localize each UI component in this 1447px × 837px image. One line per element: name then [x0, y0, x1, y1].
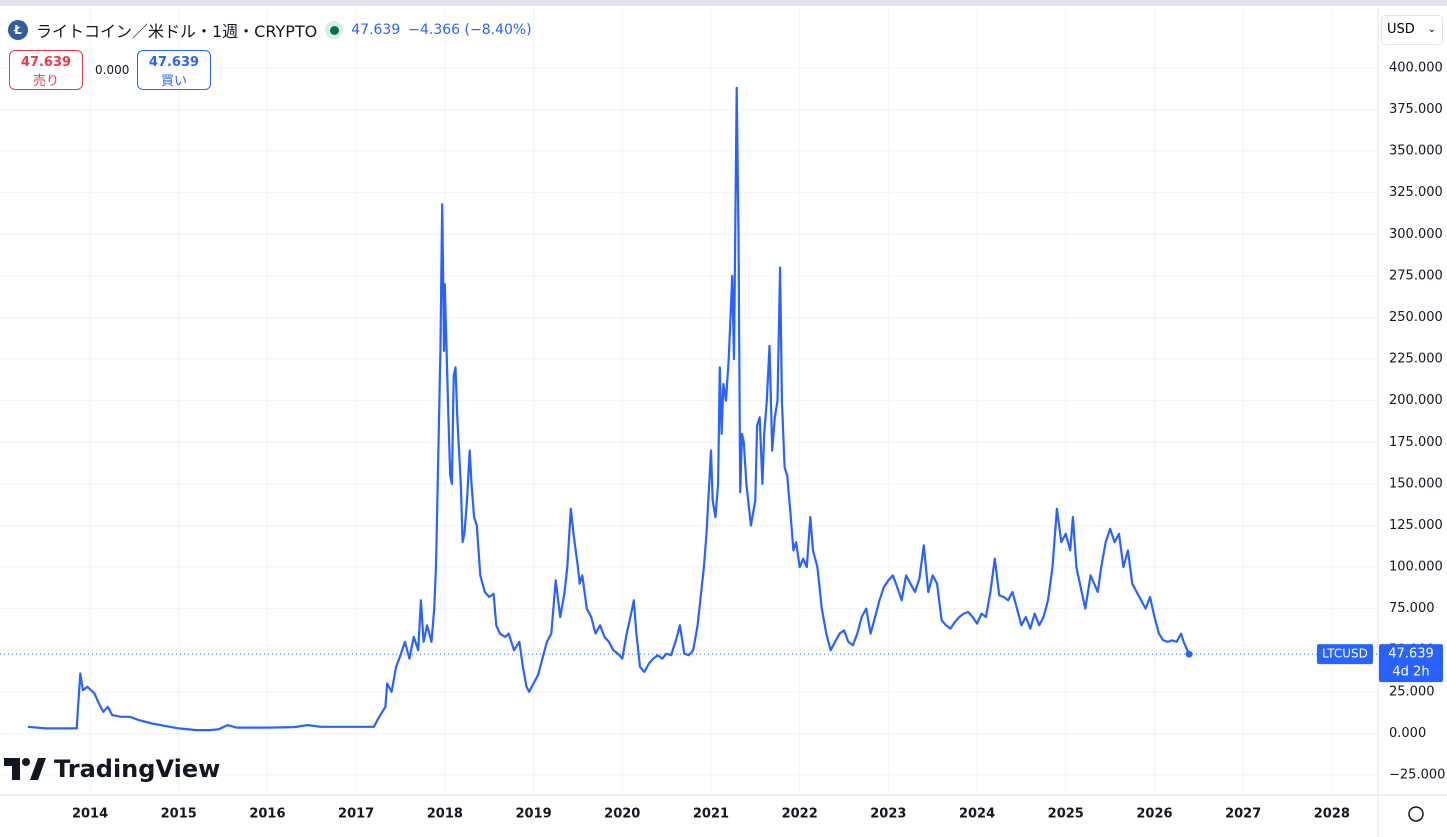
x-tick-label: 2014: [72, 807, 108, 822]
y-tick-label: 325.000: [1389, 185, 1443, 200]
y-tick-label: 375.000: [1389, 102, 1443, 117]
top-bar: [0, 0, 1447, 6]
x-tick-label: 2015: [161, 807, 197, 822]
y-tick-label: 275.000: [1389, 268, 1443, 283]
dropdown-arrow: ⌄: [1427, 24, 1436, 35]
y-tick-label: 125.000: [1389, 518, 1443, 533]
symbol-label-bg: [1317, 644, 1373, 665]
countdown-label: 4d 2h: [1392, 665, 1429, 680]
logo-mark: [4, 758, 46, 780]
symbol-label: LTCUSD: [1322, 647, 1368, 661]
x-tick-label: 2020: [604, 807, 640, 822]
x-tick-label: 2021: [693, 807, 729, 822]
x-tick-label: 2017: [338, 807, 374, 822]
x-tick-label: 2024: [959, 807, 995, 822]
x-tick-label: 2016: [249, 807, 285, 822]
x-tick-label: 2022: [782, 807, 818, 822]
sell-button[interactable]: 47.639 売り: [9, 50, 83, 90]
price-change: −4.366 (−8.40%): [408, 22, 532, 38]
y-tick-label: 25.000: [1389, 684, 1435, 699]
symbol-title[interactable]: ライトコイン／米ドル・1週・CRYPTO: [36, 22, 318, 41]
y-tick-label: 0.000: [1389, 726, 1426, 741]
x-tick-label: 2027: [1225, 807, 1261, 822]
market-status: [325, 21, 344, 39]
buy-price: 47.639: [148, 55, 200, 70]
header: Ł ライトコイン／米ドル・1週・CRYPTO 47.639 −4.366 (−8…: [8, 18, 532, 42]
y-tick-label: 75.000: [1389, 601, 1435, 616]
x-tick-label: 2025: [1048, 807, 1084, 822]
currency-select[interactable]: USD ⌄: [1381, 15, 1443, 45]
price-label: 47.639: [1388, 647, 1434, 662]
sell-price: 47.639: [20, 55, 72, 70]
y-tick-label: 225.000: [1389, 352, 1443, 367]
y-tick-label: 175.000: [1389, 435, 1443, 450]
logo: TradingView: [4, 755, 220, 783]
y-tick-label: −25.000: [1389, 768, 1445, 783]
last-point: [1185, 650, 1193, 658]
y-tick-label: 150.000: [1389, 476, 1443, 491]
x-tick-label: 2023: [870, 807, 906, 822]
settings-icon[interactable]: [1408, 806, 1424, 822]
x-tick-label: 2019: [515, 807, 551, 822]
currency: USD: [1387, 22, 1415, 37]
x-tick-label: 2026: [1136, 807, 1172, 822]
x-tick-label: 2028: [1314, 807, 1350, 822]
x-tick-label: 2018: [427, 807, 463, 822]
coin-icon: Ł: [8, 20, 28, 40]
y-tick-label: 200.000: [1389, 393, 1443, 408]
y-tick-label: 300.000: [1389, 227, 1443, 242]
y-tick-label: 100.000: [1389, 560, 1443, 575]
y-tick-label: 400.000: [1389, 60, 1443, 75]
y-tick-label: 250.000: [1389, 310, 1443, 325]
y-tick-label: 350.000: [1389, 144, 1443, 159]
price-label-bg: [1379, 644, 1443, 683]
logo-text: TradingView: [54, 755, 221, 783]
buy-button[interactable]: 47.639 買い: [137, 50, 211, 90]
sell-label: 売り: [32, 74, 59, 89]
spread: 0.000: [95, 63, 130, 77]
price-line: [27, 86, 1191, 732]
buy-label: 買い: [160, 74, 187, 89]
last-price: 47.639: [351, 22, 401, 38]
